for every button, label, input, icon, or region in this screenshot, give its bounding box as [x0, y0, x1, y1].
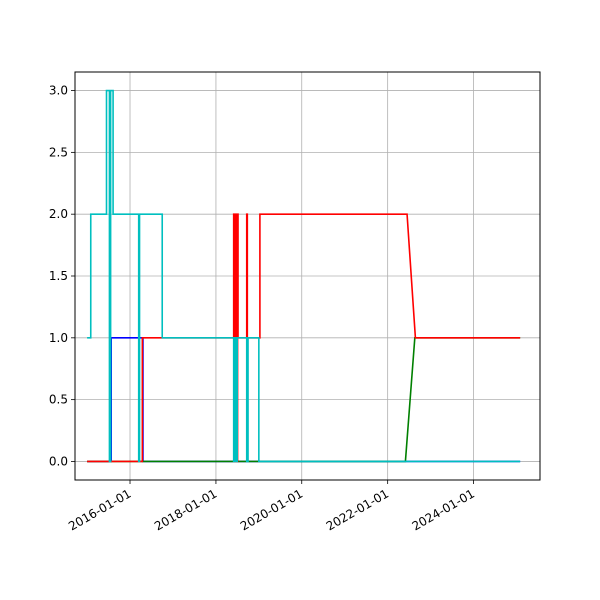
y-tick-label: 2.5	[49, 145, 68, 159]
y-tick-label: 2.0	[49, 207, 68, 221]
series-lines	[87, 89, 521, 463]
series-line-4	[87, 89, 521, 463]
y-tick-label: 1.5	[49, 269, 68, 283]
y-tick-label: 1.0	[49, 331, 68, 345]
y-tick-label: 3.0	[49, 84, 68, 98]
y-tick-label: 0.0	[49, 454, 68, 468]
y-tick-label: 0.5	[49, 393, 68, 407]
